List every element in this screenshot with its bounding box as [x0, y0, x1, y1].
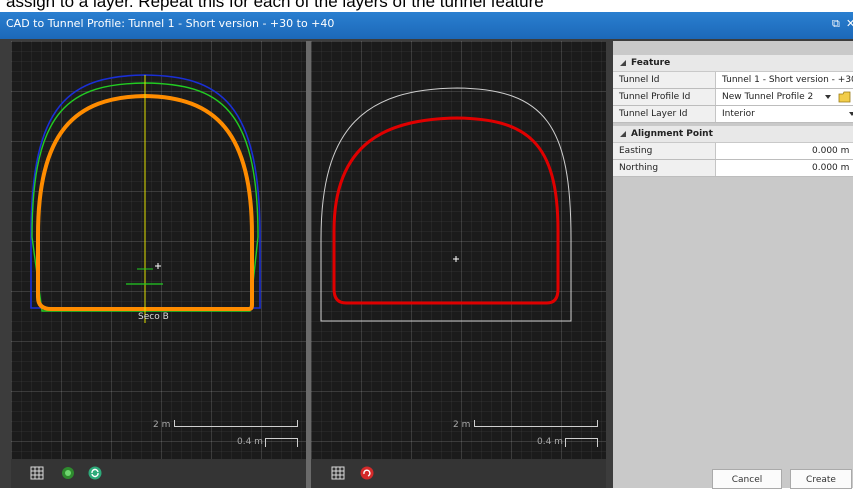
tunnel-profile-id-value: New Tunnel Profile 2	[722, 92, 814, 102]
title-bar: CAD to Tunnel Profile: Tunnel 1 - Short …	[0, 12, 853, 39]
northing-value: 0.000 m	[812, 163, 850, 173]
profile-toolbar	[311, 459, 606, 488]
easting-row: Easting 0.000 m	[613, 143, 853, 160]
close-icon[interactable]: ✕	[846, 17, 853, 30]
profile-outer-outline	[320, 87, 572, 322]
feature-section-header[interactable]: Feature	[613, 55, 853, 71]
dropdown-arrow-icon[interactable]	[825, 95, 831, 99]
tunnel-profile-id-label: Tunnel Profile Id	[619, 92, 691, 102]
cad-toolbar	[11, 459, 306, 488]
section-label: Seco B	[138, 312, 169, 322]
folder-icon[interactable]	[838, 91, 851, 103]
tunnel-layer-id-row: Tunnel Layer Id Interior	[613, 106, 853, 123]
dropdown-arrow-icon[interactable]	[849, 112, 853, 116]
cad-viewport[interactable]: Seco B 2 m 0.4 m	[11, 41, 306, 459]
scale-bar-major	[474, 420, 598, 427]
reset-icon[interactable]	[360, 466, 374, 480]
caption-text: assign to a layer. Repeat this for each …	[6, 0, 544, 11]
easting-value: 0.000 m	[812, 146, 850, 156]
easting-label: Easting	[619, 146, 653, 156]
grid-icon[interactable]	[331, 466, 345, 480]
tunnel-id-label: Tunnel Id	[619, 75, 660, 85]
grid-icon[interactable]	[30, 466, 44, 480]
collapse-triangle-icon[interactable]	[620, 131, 626, 137]
feature-header-label: Feature	[631, 58, 671, 68]
cancel-button[interactable]: Cancel	[712, 469, 782, 489]
alignment-header-label: Alignment Point	[631, 129, 713, 139]
scale-major-label: 2 m	[153, 420, 171, 430]
cad-drawing	[30, 74, 261, 323]
scale-bar-minor	[565, 438, 598, 447]
collapse-triangle-icon[interactable]	[620, 60, 626, 66]
tunnel-id-value: Tunnel 1 - Short version - +30 to +40	[722, 75, 853, 85]
tunnel-layer-id-label: Tunnel Layer Id	[619, 109, 688, 119]
scale-bar-major	[174, 420, 298, 427]
northing-row: Northing 0.000 m	[613, 160, 853, 177]
scale-minor-label: 0.4 m	[537, 437, 563, 447]
caption-strip: assign to a layer. Repeat this for each …	[0, 0, 853, 12]
tunnel-id-row: Tunnel Id Tunnel 1 - Short version - +30…	[613, 72, 853, 89]
profile-drawing	[320, 87, 572, 322]
alignment-section-header[interactable]: Alignment Point	[613, 126, 853, 142]
tunnel-id-field[interactable]: Tunnel 1 - Short version - +30 to +40	[716, 72, 853, 88]
refresh-icon[interactable]	[88, 466, 102, 480]
tunnel-layer-id-value: Interior	[722, 109, 755, 119]
window-title: CAD to Tunnel Profile: Tunnel 1 - Short …	[6, 17, 335, 30]
create-button[interactable]: Create	[790, 469, 852, 489]
viewport-splitter[interactable]	[306, 41, 311, 488]
property-panel: Feature Tunnel Id Tunnel 1 - Short versi…	[613, 41, 853, 488]
scale-minor-label: 0.4 m	[237, 437, 263, 447]
scale-bar-minor	[265, 438, 298, 447]
northing-label: Northing	[619, 163, 659, 173]
easting-input[interactable]: 0.000 m	[716, 143, 853, 159]
profile-viewport[interactable]: 2 m 0.4 m	[311, 41, 606, 459]
scale-major-label: 2 m	[453, 420, 471, 430]
restore-icon[interactable]: ⧉	[832, 17, 840, 30]
snap-toggle-icon[interactable]	[61, 466, 75, 480]
tunnel-profile-id-row: Tunnel Profile Id New Tunnel Profile 2	[613, 89, 853, 106]
northing-input[interactable]: 0.000 m	[716, 160, 853, 176]
tunnel-profile-id-dropdown[interactable]: New Tunnel Profile 2	[716, 89, 853, 105]
cad-to-tunnel-profile-window: CAD to Tunnel Profile: Tunnel 1 - Short …	[0, 12, 853, 489]
red-tunnel-profile[interactable]	[332, 116, 560, 305]
tunnel-layer-id-dropdown[interactable]: Interior	[716, 106, 853, 122]
